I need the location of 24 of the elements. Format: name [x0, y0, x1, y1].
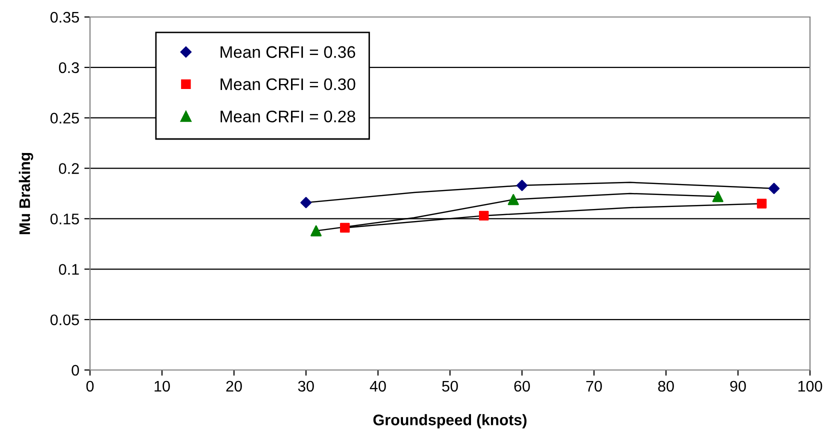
legend-label: Mean CRFI = 0.36	[220, 46, 356, 58]
x-tick-label: 30	[298, 380, 314, 392]
x-tick-label: 0	[86, 380, 94, 392]
y-axis-title: Mu Braking	[18, 152, 34, 234]
y-tick-label: 0	[72, 364, 79, 376]
x-tick-label: 10	[154, 380, 170, 392]
x-tick-label: 100	[798, 380, 822, 392]
x-tick-label: 60	[514, 380, 530, 392]
y-tick-label: 0.25	[50, 112, 79, 124]
legend-label: Mean CRFI = 0.30	[220, 78, 356, 90]
x-tick-label: 20	[226, 380, 242, 392]
x-axis-title: Groundspeed (knots)	[373, 414, 526, 428]
x-tick-label: 50	[442, 380, 458, 392]
x-tick-label: 80	[658, 380, 674, 392]
y-tick-label: 0.15	[50, 214, 79, 224]
y-tick-label: 0.05	[50, 314, 79, 326]
y-tick-label: 0.1	[58, 264, 79, 275]
x-tick-label: 90	[730, 380, 746, 392]
x-tick-label: 40	[370, 380, 386, 392]
y-tick-label: 0.35	[50, 12, 79, 23]
y-tick-label: 0.2	[58, 163, 79, 174]
y-tick-label: 0.3	[58, 62, 79, 74]
x-tick-label: 70	[586, 380, 602, 392]
legend-label: Mean CRFI = 0.28	[220, 110, 356, 122]
